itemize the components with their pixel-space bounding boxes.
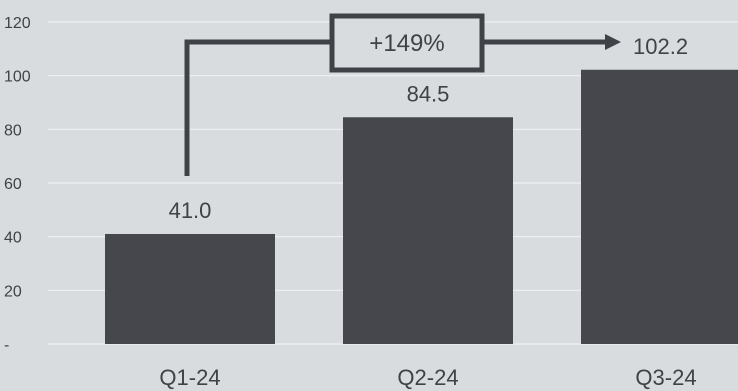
category-label: Q2-24 [397, 365, 458, 390]
annotation-box [329, 13, 485, 73]
bar-q2-24 [343, 117, 513, 344]
data-labels: 41.0 84.5 102.2 [169, 34, 688, 223]
x-axis-category-labels: Q1-24 Q2-24 Q3-24 [159, 365, 696, 390]
y-tick-label: - [4, 337, 9, 354]
y-tick-label: 80 [4, 122, 22, 139]
y-axis-tick-labels: - 20 40 60 80 100 120 [4, 15, 31, 354]
y-tick-label: 120 [4, 15, 31, 32]
y-tick-label: 60 [4, 176, 22, 193]
data-label: 84.5 [407, 81, 450, 106]
arrow-head-icon [605, 34, 621, 50]
category-label: Q1-24 [159, 365, 220, 390]
category-label: Q3-24 [635, 365, 696, 390]
growth-annotation: +149% [184, 13, 621, 176]
bar-q3-24 [581, 69, 738, 344]
y-tick-label: 20 [4, 283, 22, 300]
y-tick-label: 100 [4, 69, 31, 86]
y-tick-label: 40 [4, 230, 22, 247]
bars [105, 69, 738, 344]
data-label: 41.0 [169, 198, 212, 223]
annotation-label: +149% [369, 30, 444, 57]
bar-q1-24 [105, 233, 275, 344]
data-label: 102.2 [633, 34, 688, 59]
